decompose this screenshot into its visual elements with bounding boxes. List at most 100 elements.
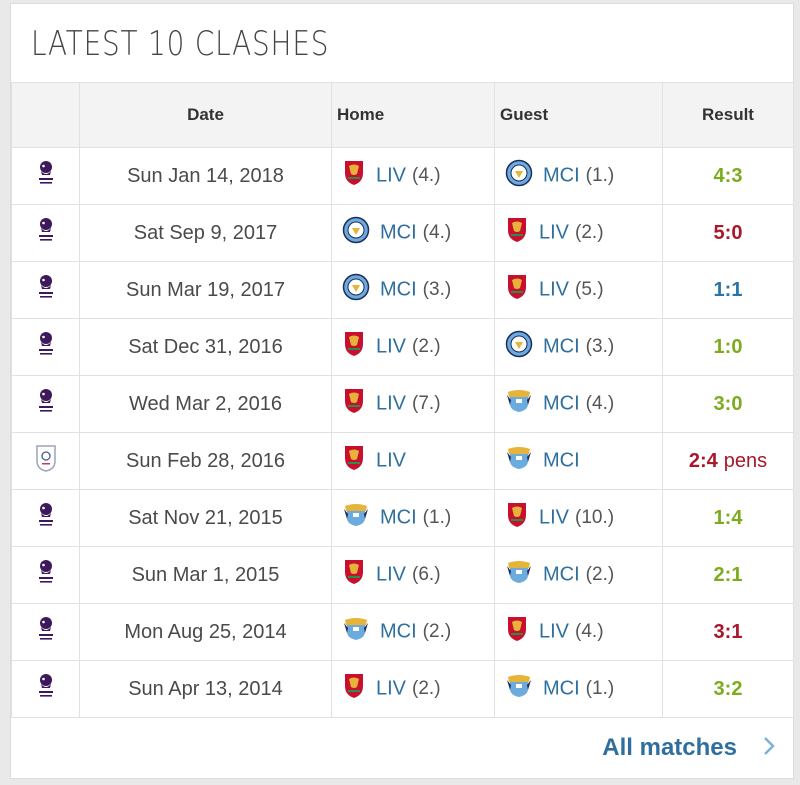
chevron-right-icon[interactable] bbox=[763, 736, 775, 761]
home-team-name[interactable]: MCI bbox=[380, 506, 417, 529]
clashes-card: LATEST 10 CLASHES Date Home Guest Result… bbox=[10, 3, 794, 779]
result-cell[interactable]: 2:4 pens bbox=[662, 432, 794, 490]
premier-league-icon bbox=[35, 275, 57, 307]
result-cell[interactable]: 3:2 bbox=[662, 660, 794, 718]
match-date: Mon Aug 25, 2014 bbox=[79, 603, 332, 661]
table-row[interactable]: Mon Aug 25, 2014 MCI (2.) LIV (4.) 3:1 bbox=[11, 603, 794, 661]
table-row[interactable]: Sun Mar 1, 2015 LIV (6.) MCI (2.) 2:1 bbox=[11, 546, 794, 604]
match-date: Sat Nov 21, 2015 bbox=[79, 489, 332, 547]
home-team-cell[interactable]: LIV (2.) bbox=[331, 660, 495, 718]
guest-team-position: (4.) bbox=[575, 621, 604, 642]
home-team-name[interactable]: LIV bbox=[376, 335, 407, 358]
match-date: Sun Jan 14, 2018 bbox=[79, 147, 332, 205]
home-team-cell[interactable]: MCI (2.) bbox=[331, 603, 495, 661]
match-score: 3:2 bbox=[713, 677, 743, 700]
match-score: 3:0 bbox=[713, 392, 743, 415]
result-cell[interactable]: 4:3 bbox=[662, 147, 794, 205]
competition-cell bbox=[11, 489, 80, 547]
guest-team-cell[interactable]: MCI (1.) bbox=[494, 147, 663, 205]
guest-team-name[interactable]: LIV bbox=[539, 278, 570, 301]
all-matches-link[interactable]: All matches bbox=[602, 734, 737, 761]
result-cell[interactable]: 5:0 bbox=[662, 204, 794, 262]
guest-team-name[interactable]: MCI bbox=[543, 164, 580, 187]
home-team-name[interactable]: MCI bbox=[380, 278, 417, 301]
table-row[interactable]: Sun Mar 19, 2017 MCI (3.) LIV (5.) 1:1 bbox=[11, 261, 794, 319]
guest-team-position: (4.) bbox=[585, 393, 615, 414]
result-cell[interactable]: 1:1 bbox=[662, 261, 794, 319]
guest-team-name[interactable]: MCI bbox=[543, 563, 580, 586]
guest-team-name[interactable]: MCI bbox=[543, 392, 580, 415]
guest-team-cell[interactable]: MCI (3.) bbox=[494, 318, 663, 376]
competition-cell bbox=[11, 147, 80, 205]
guest-team-cell[interactable]: LIV (5.) bbox=[494, 261, 663, 319]
home-team-position: (2.) bbox=[412, 678, 441, 699]
match-score: 4:3 bbox=[713, 164, 743, 187]
table-row[interactable]: Sun Feb 28, 2016 LIV MCI 2:4 pens bbox=[11, 432, 794, 490]
home-team-cell[interactable]: MCI (3.) bbox=[331, 261, 495, 319]
competition-cell bbox=[11, 204, 80, 262]
guest-team-cell[interactable]: MCI (2.) bbox=[494, 546, 663, 604]
mci-crest-icon bbox=[342, 216, 370, 250]
home-team-name[interactable]: LIV bbox=[376, 392, 407, 415]
match-score: 1:0 bbox=[713, 335, 743, 358]
guest-team-cell[interactable]: MCI bbox=[494, 432, 663, 490]
guest-team-position: (1.) bbox=[585, 678, 615, 699]
home-team-name[interactable]: LIV bbox=[376, 563, 407, 586]
table-row[interactable]: Sat Sep 9, 2017 MCI (4.) LIV (2.) 5:0 bbox=[11, 204, 794, 262]
result-cell[interactable]: 2:1 bbox=[662, 546, 794, 604]
pens-label: pens bbox=[723, 449, 768, 472]
home-team-name[interactable]: LIV bbox=[376, 164, 407, 187]
table-row[interactable]: Sun Apr 13, 2014 LIV (2.) MCI (1.) 3:2 bbox=[11, 660, 794, 718]
guest-team-name[interactable]: LIV bbox=[539, 506, 570, 529]
home-team-name[interactable]: MCI bbox=[380, 221, 417, 244]
guest-team-name[interactable]: MCI bbox=[543, 335, 580, 358]
result-cell[interactable]: 1:4 bbox=[662, 489, 794, 547]
competition-cell bbox=[11, 318, 80, 376]
premier-league-icon bbox=[35, 560, 57, 592]
match-score: 5:0 bbox=[713, 221, 743, 244]
result-cell[interactable]: 3:0 bbox=[662, 375, 794, 433]
guest-team-position: (1.) bbox=[585, 165, 615, 186]
result-cell[interactable]: 1:0 bbox=[662, 318, 794, 376]
home-team-name[interactable]: LIV bbox=[376, 677, 407, 700]
competition-cell bbox=[11, 660, 80, 718]
table-row[interactable]: Wed Mar 2, 2016 LIV (7.) MCI (4.) 3:0 bbox=[11, 375, 794, 433]
home-team-position: (2.) bbox=[412, 336, 441, 357]
guest-team-cell[interactable]: MCI (1.) bbox=[494, 660, 663, 718]
home-team-cell[interactable]: LIV (2.) bbox=[331, 318, 495, 376]
home-team-cell[interactable]: LIV bbox=[331, 432, 495, 490]
clashes-table: Date Home Guest Result Sun Jan 14, 2018 … bbox=[11, 82, 794, 718]
home-team-cell[interactable]: LIV (7.) bbox=[331, 375, 495, 433]
guest-team-name[interactable]: LIV bbox=[539, 221, 570, 244]
home-team-position: (3.) bbox=[422, 279, 452, 300]
guest-team-cell[interactable]: LIV (2.) bbox=[494, 204, 663, 262]
mci-crest-icon bbox=[342, 273, 370, 307]
home-team-cell[interactable]: LIV (6.) bbox=[331, 546, 495, 604]
mci-old-crest-icon bbox=[505, 559, 533, 591]
premier-league-icon bbox=[35, 674, 57, 706]
table-row[interactable]: Sat Dec 31, 2016 LIV (2.) MCI (3.) 1:0 bbox=[11, 318, 794, 376]
mci-old-crest-icon bbox=[505, 673, 533, 705]
premier-league-icon bbox=[35, 161, 57, 193]
table-row[interactable]: Sun Jan 14, 2018 LIV (4.) MCI (1.) 4:3 bbox=[11, 147, 794, 205]
match-date: Sun Mar 1, 2015 bbox=[79, 546, 332, 604]
mci-old-crest-icon bbox=[342, 502, 370, 534]
home-team-cell[interactable]: MCI (1.) bbox=[331, 489, 495, 547]
guest-team-name[interactable]: MCI bbox=[543, 677, 580, 700]
table-row[interactable]: Sat Nov 21, 2015 MCI (1.) LIV (10.) 1:4 bbox=[11, 489, 794, 547]
guest-team-cell[interactable]: LIV (4.) bbox=[494, 603, 663, 661]
guest-team-name[interactable]: MCI bbox=[543, 449, 580, 472]
home-team-position: (4.) bbox=[422, 222, 452, 243]
col-header-guest: Guest bbox=[494, 82, 663, 148]
home-team-cell[interactable]: MCI (4.) bbox=[331, 204, 495, 262]
guest-team-cell[interactable]: MCI (4.) bbox=[494, 375, 663, 433]
liv-crest-icon bbox=[505, 273, 529, 307]
result-cell[interactable]: 3:1 bbox=[662, 603, 794, 661]
home-team-position: (7.) bbox=[412, 393, 441, 414]
guest-team-cell[interactable]: LIV (10.) bbox=[494, 489, 663, 547]
home-team-name[interactable]: LIV bbox=[376, 449, 407, 472]
guest-team-name[interactable]: LIV bbox=[539, 620, 570, 643]
home-team-name[interactable]: MCI bbox=[380, 620, 417, 643]
competition-cell bbox=[11, 432, 80, 490]
home-team-cell[interactable]: LIV (4.) bbox=[331, 147, 495, 205]
